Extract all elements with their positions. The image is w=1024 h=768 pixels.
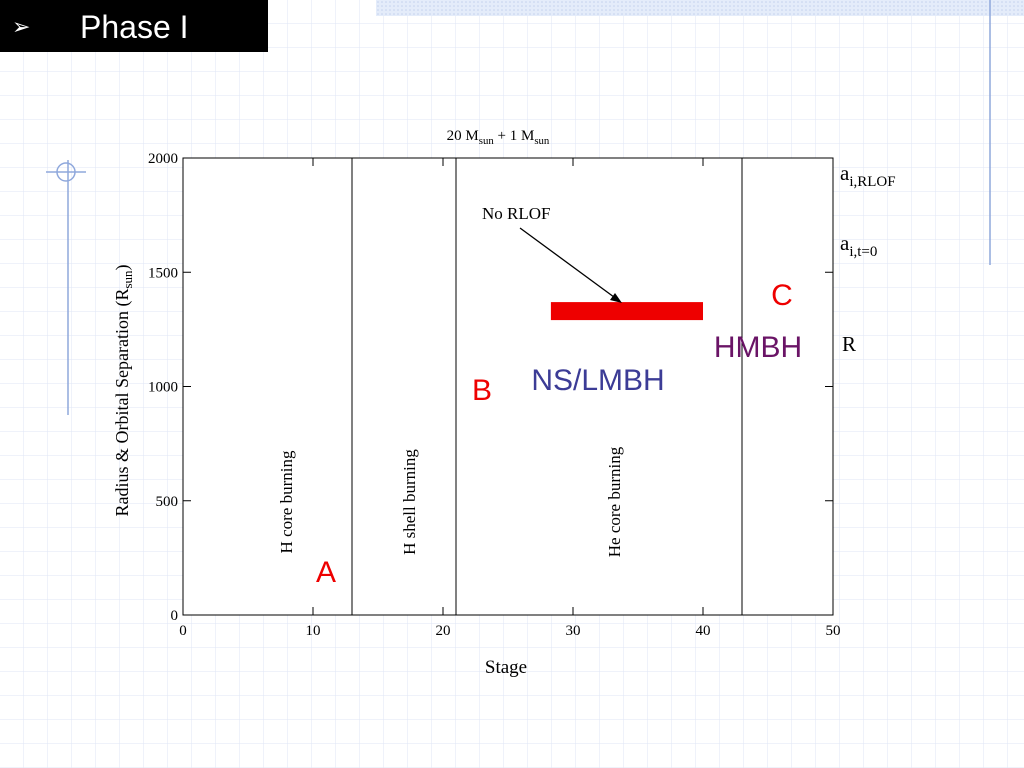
subscript: sun	[120, 270, 135, 289]
x-tick-label: 10	[306, 623, 321, 639]
legend-subscript: i,t=0	[849, 244, 877, 260]
text-part: )	[112, 265, 133, 271]
arrow	[519, 227, 619, 301]
legend-label: ai,RLOF	[840, 161, 896, 190]
phase-label: H core burning	[277, 450, 296, 553]
annotation: NS/LMBH	[531, 364, 664, 397]
y-tick-label: 1500	[148, 265, 178, 281]
annotation: B	[472, 374, 492, 407]
legend-name: R	[842, 332, 856, 356]
y-axis-label: Radius & Orbital Separation (Rsun)	[112, 265, 135, 517]
header-box	[0, 0, 268, 52]
x-axis-label: Stage	[485, 657, 527, 678]
phase-label: H shell burning	[400, 449, 419, 555]
annotation: A	[316, 556, 336, 589]
header-title: Phase I	[80, 9, 189, 45]
x-tick-label: 0	[179, 623, 187, 639]
legend-subscript: i,RLOF	[849, 174, 895, 190]
x-tick-label: 20	[436, 623, 451, 639]
legend-name: a	[840, 161, 850, 185]
y-tick-label: 1000	[148, 380, 178, 396]
chart-title: 20 Msun + 1 Msun	[447, 128, 550, 147]
x-tick-label: 40	[696, 623, 711, 639]
annotation: HMBH	[714, 331, 802, 364]
deco-circle	[56, 162, 76, 182]
legend-label: ai,t=0	[840, 231, 877, 260]
x-tick-label: 50	[826, 623, 841, 639]
legend-name: a	[840, 231, 850, 255]
highlight-bar	[550, 302, 703, 321]
annotation: C	[771, 279, 793, 312]
text-part: + 1 M	[494, 128, 535, 144]
subscript: sun	[534, 135, 550, 147]
text-part: Radius & Orbital Separation (R	[112, 289, 133, 517]
text-part: 20 M	[447, 128, 479, 144]
y-tick-label: 500	[156, 494, 179, 510]
arrow-label: No RLOF	[482, 204, 550, 223]
top-strip	[376, 0, 1024, 16]
arrow-head	[610, 293, 622, 303]
plot-area	[182, 157, 834, 616]
x-tick-label: 30	[566, 623, 581, 639]
y-tick-label: 2000	[148, 151, 178, 167]
y-tick-label: 0	[171, 608, 179, 624]
subscript: sun	[479, 135, 495, 147]
phase-label: He core burning	[605, 446, 624, 557]
legend-label: R	[842, 332, 856, 356]
header-bullet: ➢	[12, 14, 30, 39]
